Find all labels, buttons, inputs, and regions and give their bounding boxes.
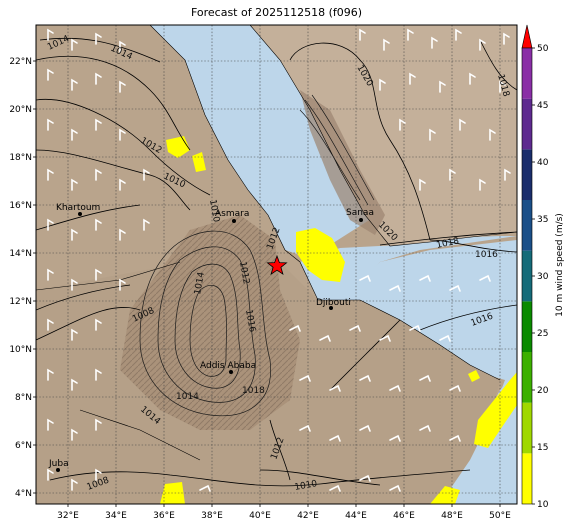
colorbar-tick-label: 10 <box>537 500 549 510</box>
lon-tick-label: 44°E <box>345 511 367 521</box>
city-dot-khartoum <box>78 212 82 216</box>
colorbar-segment <box>522 200 532 251</box>
colorbar-segment <box>522 98 532 150</box>
colorbar-segment <box>522 149 532 200</box>
yemen-highlands <box>300 90 385 235</box>
lat-tick-label: 4°N <box>15 489 32 499</box>
colorbar-ticks: 10 15 20 25 30 35 40 45 50 <box>532 44 549 510</box>
longitude-labels: 32°E 34°E 36°E 38°E 40°E 42°E 44°E 46°E … <box>57 511 511 521</box>
map-title: Forecast of 2025112518 (f096) <box>190 6 363 19</box>
indian-ocean <box>320 240 517 504</box>
lon-tick-label: 32°E <box>57 511 79 521</box>
lon-tick-label: 36°E <box>153 511 175 521</box>
colorbar-segment <box>522 402 532 454</box>
lon-tick-label: 40°E <box>249 511 271 521</box>
colorbar-segment <box>522 352 532 403</box>
colorbar-tick-label: 35 <box>537 215 548 225</box>
highland-contours <box>139 94 375 417</box>
ethiopian-highlands <box>120 215 300 430</box>
isobar-label: 1014 <box>193 271 207 296</box>
lon-tick-label: 34°E <box>105 511 127 521</box>
wind-barbs <box>47 28 511 492</box>
isobar-contours <box>36 37 517 487</box>
isobar-label: 1012 <box>237 261 251 285</box>
city-label-djibouti: Djibouti <box>316 298 351 308</box>
city-label-sanaa: Sanaa <box>346 208 374 218</box>
city-label-asmara: Asmara <box>215 209 249 219</box>
arabian-peninsula <box>250 25 517 246</box>
lon-tick-label: 46°E <box>393 511 415 521</box>
colorbar-tick-label: 50 <box>537 44 549 54</box>
lon-tick-label: 50°E <box>489 511 511 521</box>
colorbar-tick-label: 40 <box>537 158 549 168</box>
gridlines <box>36 25 517 504</box>
colorbar-segment <box>522 301 532 352</box>
wind-highlight-small <box>468 370 480 382</box>
city-dot-juba <box>56 468 60 472</box>
isobar-label: 1018 <box>436 236 461 251</box>
city-markers: Khartoum Asmara Sanaa Djibouti Addis Aba… <box>48 203 374 472</box>
target-star-marker <box>266 254 288 276</box>
lat-tick-label: 8°N <box>15 393 32 403</box>
wind-highlight-djibouti <box>296 228 345 282</box>
map-panel: 1014 1014 1012 1010 1020 1018 1018 1016 … <box>36 25 517 504</box>
lon-tick-label: 48°E <box>441 511 463 521</box>
city-dot-asmara <box>232 219 236 223</box>
city-label-khartoum: Khartoum <box>56 203 100 213</box>
red-sea <box>150 25 385 255</box>
lat-tick-label: 12°N <box>9 297 32 307</box>
isobar-label: 1010 <box>207 199 221 224</box>
city-label-addis-ababa: Addis Ababa <box>200 361 256 371</box>
colorbar-segment <box>522 48 532 99</box>
colorbar-segment <box>522 453 532 504</box>
city-dot-sanaa <box>359 218 363 222</box>
colorbar: 10 15 20 25 30 35 40 45 50 10 m wind speed (m/s) <box>521 24 565 510</box>
map-frame <box>35 24 518 505</box>
colorbar-tick-label: 45 <box>537 101 548 111</box>
wind-highlight-south <box>430 486 460 504</box>
lat-tick-label: 10°N <box>9 345 32 355</box>
latitude-labels: 4°N 6°N 8°N 10°N 12°N 14°N 16°N 18°N 20°… <box>9 57 32 499</box>
isobar-label: 1016 <box>243 309 257 334</box>
city-dot-addis-ababa <box>229 370 233 374</box>
axis-ticks <box>33 60 501 507</box>
colorbar-tick-label: 25 <box>537 329 548 339</box>
colorbar-segment <box>522 250 532 302</box>
city-label-juba: Juba <box>48 459 69 469</box>
wind-highlight-somalia <box>474 372 517 448</box>
lon-tick-label: 42°E <box>297 511 319 521</box>
coastlines <box>36 25 517 461</box>
colorbar-tick-label: 30 <box>537 272 549 282</box>
lat-tick-label: 18°N <box>9 153 32 163</box>
isobar-label: 1018 <box>242 386 265 396</box>
isobar-label: 1016 <box>475 250 498 260</box>
isobar-label: 1010 <box>294 479 319 493</box>
isobar-label: 1014 <box>176 392 199 402</box>
lon-tick-label: 38°E <box>201 511 223 521</box>
city-dot-djibouti <box>329 306 333 310</box>
lat-tick-label: 6°N <box>15 441 32 451</box>
colorbar-tick-label: 20 <box>537 386 549 396</box>
colorbar-segments <box>522 48 532 504</box>
colorbar-extend-triangle <box>521 24 533 49</box>
lat-tick-label: 20°N <box>9 105 32 115</box>
colorbar-label: 10 m wind speed (m/s) <box>555 213 565 317</box>
lat-tick-label: 16°N <box>9 201 32 211</box>
lat-tick-label: 22°N <box>9 57 32 67</box>
colorbar-tick-label: 15 <box>537 443 548 453</box>
lat-tick-label: 14°N <box>9 249 32 259</box>
